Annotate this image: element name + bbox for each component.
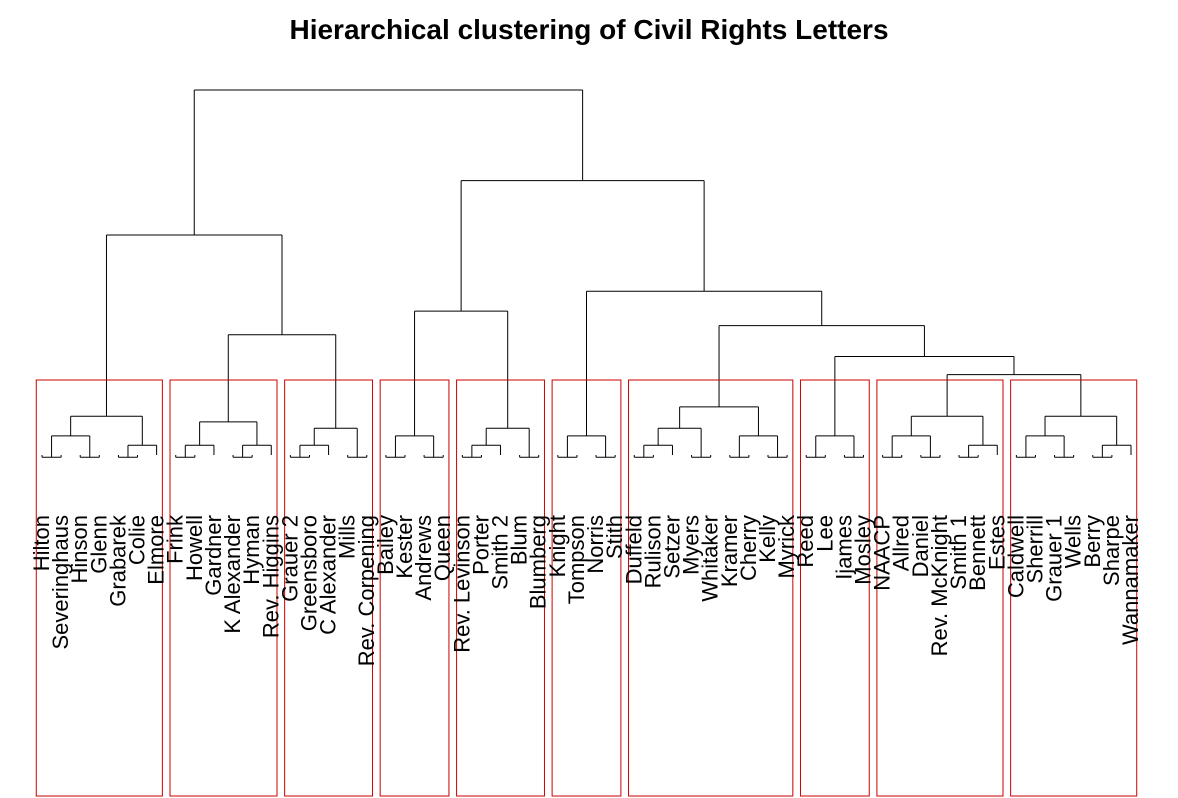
leaf-label: Porter bbox=[468, 515, 493, 575]
leaf-label: Kester bbox=[392, 515, 417, 579]
leaf-label: Rev. Levinson bbox=[449, 515, 474, 653]
leaf-label: Blumberg bbox=[526, 515, 551, 609]
leaf-label: Elmore bbox=[144, 515, 169, 585]
cluster-boxes bbox=[35, 379, 1138, 797]
leaf-label: Glenn bbox=[86, 515, 111, 574]
leaf-label: Smith 1 bbox=[946, 515, 971, 590]
leaf-label: Queen bbox=[430, 515, 455, 581]
cluster-box bbox=[456, 379, 545, 797]
leaf-label: K Alexander bbox=[220, 515, 245, 634]
leaf-label: C Alexander bbox=[316, 515, 341, 635]
leaf-label: Tompson bbox=[564, 515, 589, 604]
leaf-label: Andrews bbox=[411, 515, 436, 601]
leaf-label: Berry bbox=[1080, 515, 1105, 568]
leaf-label: Grabarek bbox=[105, 514, 130, 607]
leaf-label: Mosley bbox=[851, 515, 876, 585]
leaf-label: Ijames bbox=[831, 515, 856, 580]
cluster-box bbox=[1010, 379, 1138, 797]
leaf-label: Hinson bbox=[67, 515, 92, 583]
leaf-label: Grauer 1 bbox=[1042, 515, 1067, 602]
leaf-label: Grauer 2 bbox=[277, 515, 302, 602]
leaf-label: Duffeld bbox=[621, 515, 646, 584]
leaf-label: Estes bbox=[984, 515, 1009, 570]
leaf-label: Blum bbox=[507, 515, 532, 565]
leaf-labels: HiltonSeveringhausHinsonGlennGrabarekCol… bbox=[29, 514, 1143, 666]
chart-title: Hierarchical clustering of Civil Rights … bbox=[289, 14, 889, 45]
cluster-box bbox=[628, 379, 794, 797]
leaf-label: Daniel bbox=[908, 515, 933, 577]
cluster-box bbox=[169, 379, 278, 797]
leaf-label: NAACP bbox=[870, 515, 895, 591]
leaf-label: Hyman bbox=[239, 515, 264, 585]
leaf-label: Myrick bbox=[774, 514, 799, 579]
cluster-box bbox=[379, 379, 450, 797]
leaf-label: Lee bbox=[812, 515, 837, 552]
cluster-box bbox=[551, 379, 622, 797]
cluster-box bbox=[876, 379, 1004, 797]
leaf-label: Knight bbox=[545, 515, 570, 577]
cluster-box bbox=[35, 379, 163, 797]
leaf-label: Mills bbox=[335, 515, 360, 559]
leaf-label: Rev. McKnight bbox=[927, 515, 952, 656]
leaf-label: Kramer bbox=[717, 515, 742, 587]
leaf-label: Wannamaker bbox=[1118, 515, 1143, 645]
leaf-label: Norris bbox=[583, 515, 608, 574]
leaf-label: Allred bbox=[889, 515, 914, 571]
leaf-label: Cherry bbox=[736, 515, 761, 581]
leaf-label: Howell bbox=[182, 515, 207, 581]
leaf-label: Wells bbox=[1061, 515, 1086, 568]
leaf-label: Rev. Corpening bbox=[354, 515, 379, 666]
leaf-label: Bailey bbox=[373, 515, 398, 575]
leaf-label: Rulison bbox=[640, 515, 665, 588]
leaf-label: Kelly bbox=[755, 515, 780, 563]
cluster-box bbox=[284, 379, 374, 797]
dendrogram-links bbox=[41, 89, 1132, 458]
leaf-label: Hilton bbox=[29, 515, 54, 571]
leaf-label: Severinghaus bbox=[48, 515, 73, 650]
leaf-label: Stith bbox=[602, 515, 627, 559]
leaf-label: Colie bbox=[125, 515, 150, 565]
leaf-label: Sharpe bbox=[1099, 515, 1124, 586]
leaf-label: Myers bbox=[679, 515, 704, 575]
leaf-label: Rev. Higgins bbox=[258, 515, 283, 638]
leaf-label: Frink bbox=[163, 514, 188, 564]
leaf-label: Caldwell bbox=[1003, 515, 1028, 598]
leaf-label: Whitaker bbox=[698, 515, 723, 602]
leaf-label: Sherrill bbox=[1022, 515, 1047, 583]
leaf-label: Reed bbox=[793, 515, 818, 568]
leaf-label: Gardner bbox=[201, 515, 226, 596]
leaf-label: Greensboro bbox=[296, 515, 321, 631]
cluster-box bbox=[799, 379, 870, 797]
leaf-label: Setzer bbox=[659, 515, 684, 579]
leaf-label: Smith 2 bbox=[488, 515, 513, 590]
leaf-label: Bennett bbox=[965, 515, 990, 591]
